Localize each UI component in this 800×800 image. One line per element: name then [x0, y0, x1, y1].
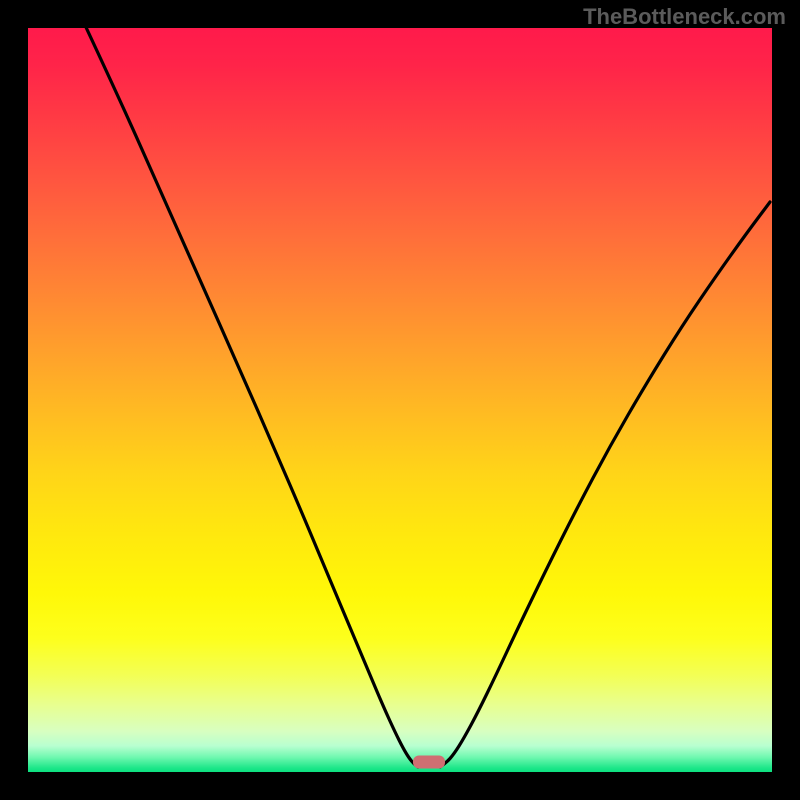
curve-right-branch — [440, 202, 770, 767]
outer-black-bg — [0, 0, 800, 800]
chart-overlay: TheBottleneck.com — [0, 0, 800, 800]
chart-container: { "watermark": { "text": "TheBottleneck.… — [0, 0, 800, 800]
watermark-text: TheBottleneck.com — [583, 4, 786, 29]
curve-left-branch — [84, 23, 418, 767]
vertex-marker — [413, 756, 445, 769]
gradient-background — [28, 28, 772, 772]
